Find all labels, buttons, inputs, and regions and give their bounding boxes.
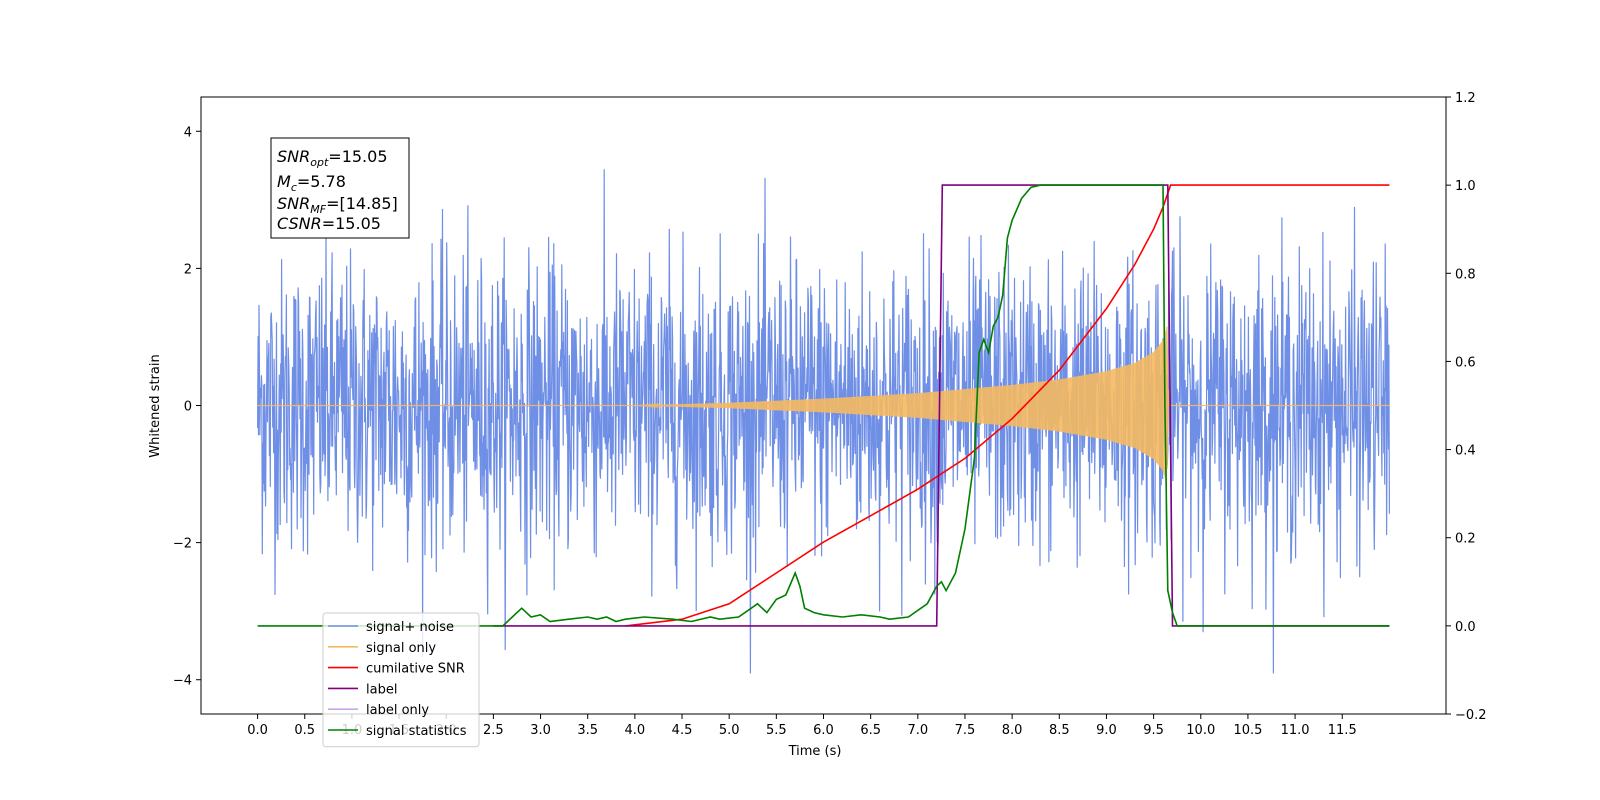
y-tick-label: 0 bbox=[184, 400, 192, 415]
y-tick-label: −4 bbox=[173, 674, 192, 689]
y2-tick-label: 0.4 bbox=[1455, 444, 1476, 459]
legend-label: signal+ noise bbox=[366, 620, 454, 635]
legend-frame bbox=[322, 612, 480, 748]
series-signal-only bbox=[257, 326, 1390, 484]
info-snr-mf: SNRMF=[14.85] bbox=[277, 194, 398, 216]
legend-label: signal only bbox=[366, 641, 436, 656]
x-axis-label: Time (s) bbox=[788, 744, 842, 759]
legend-label: cumilative SNR bbox=[366, 662, 465, 677]
y2-tick-label: −0.2 bbox=[1455, 708, 1487, 723]
info-csnr: CSNR=15.05 bbox=[277, 214, 381, 233]
x-tick-label: 3.0 bbox=[530, 723, 551, 738]
x-tick-label: 5.5 bbox=[766, 723, 787, 738]
y2-tick-label: 0.6 bbox=[1455, 355, 1476, 370]
x-tick-label: 8.0 bbox=[1002, 723, 1023, 738]
y2-tick-label: 0.8 bbox=[1455, 267, 1476, 282]
x-tick-label: 0.0 bbox=[247, 723, 268, 738]
x-tick-label: 3.5 bbox=[577, 723, 598, 738]
x-tick-label: 10.0 bbox=[1186, 723, 1215, 738]
x-tick-label: 8.5 bbox=[1049, 723, 1070, 738]
y2-tick-label: 1.2 bbox=[1455, 91, 1476, 106]
x-tick-label: 5.0 bbox=[719, 723, 740, 738]
plot-area bbox=[257, 169, 1390, 674]
info-box: SNRopt=15.05 Mc=5.78 SNRMF=[14.85] CSNR=… bbox=[270, 137, 410, 239]
info-mc: Mc=5.78 bbox=[277, 172, 346, 194]
y-tick-label: 2 bbox=[184, 262, 192, 277]
y2-tick-label: 0.0 bbox=[1455, 620, 1476, 635]
legend-label: label bbox=[366, 682, 397, 697]
x-tick-label: 2.5 bbox=[483, 723, 504, 738]
legend-label: signal statistics bbox=[366, 724, 467, 739]
x-tick-label: 0.5 bbox=[294, 723, 315, 738]
info-box-frame bbox=[270, 137, 410, 239]
legend: signal+ noise signal only cumilative SNR la… bbox=[322, 612, 480, 748]
x-tick-label: 11.5 bbox=[1328, 723, 1357, 738]
x-tick-label: 7.5 bbox=[955, 723, 976, 738]
y-tick-label: −2 bbox=[173, 537, 192, 552]
y-axis-label: Whitened strain bbox=[148, 354, 163, 457]
x-tick-label: 6.0 bbox=[813, 723, 834, 738]
x-tick-label: 4.0 bbox=[625, 723, 646, 738]
series-signal-noise bbox=[257, 169, 1390, 674]
y2-tick-label: 0.2 bbox=[1455, 532, 1476, 547]
x-tick-label: 9.0 bbox=[1096, 723, 1117, 738]
series-signal-statistics bbox=[257, 184, 1390, 627]
x-tick-label: 7.0 bbox=[907, 723, 928, 738]
y-tick-label: 4 bbox=[184, 125, 192, 140]
series-cumulative-snr bbox=[625, 184, 1390, 627]
axes: 0.00.51.01.52.02.53.03.54.04.55.05.56.06… bbox=[173, 91, 1487, 738]
x-tick-label: 9.5 bbox=[1143, 723, 1164, 738]
x-tick-label: 6.5 bbox=[860, 723, 881, 738]
x-tick-label: 4.5 bbox=[672, 723, 693, 738]
y2-tick-label: 1.0 bbox=[1455, 179, 1476, 194]
x-tick-label: 10.5 bbox=[1233, 723, 1262, 738]
info-snr-opt: SNRopt=15.05 bbox=[277, 147, 388, 169]
x-tick-label: 11.0 bbox=[1281, 723, 1310, 738]
legend-label: label only bbox=[366, 703, 429, 718]
